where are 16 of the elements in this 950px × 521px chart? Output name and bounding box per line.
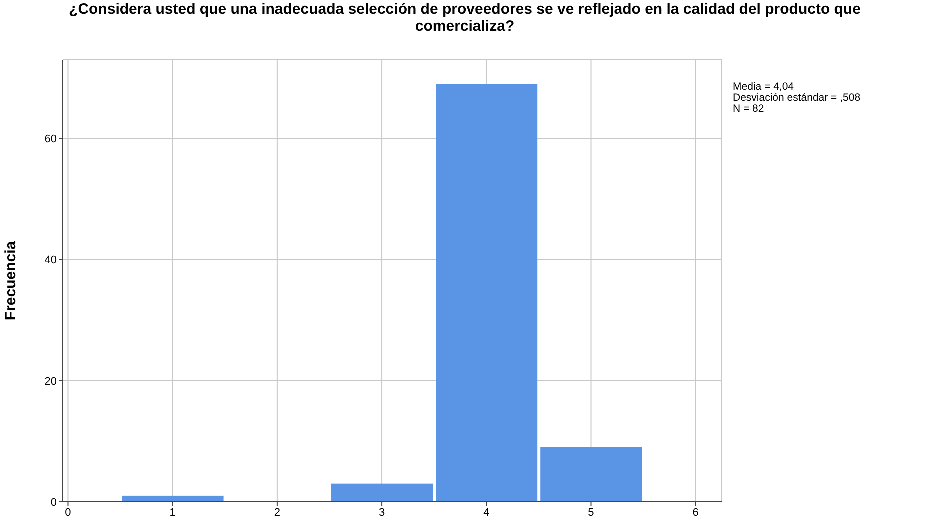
x-tick-label: 6 — [692, 506, 699, 519]
x-tick-label: 3 — [378, 506, 386, 519]
x-tick-label: 1 — [170, 506, 176, 519]
y-axis-title: Frecuencia — [2, 240, 20, 321]
x-tick-label: 0 — [65, 506, 72, 519]
text: N = 82 — [733, 103, 766, 115]
y-tick-label: 40 — [44, 254, 57, 267]
x-tick-label: 2 — [274, 506, 280, 519]
y-tick-label: 0 — [50, 496, 57, 509]
y-tick-label: 60 — [44, 134, 57, 146]
y-tick-label: 20 — [44, 376, 57, 388]
text: Media = 4,04 — [733, 81, 796, 93]
x-tick-label: 4 — [484, 506, 490, 519]
text: Desviación estándar = ,508 — [733, 92, 861, 104]
x-tick-label: 5 — [588, 506, 594, 519]
chart-title: ¿Considera usted que una inadecuada selección de proveedores se ve reflejado en la calidad del producto que comercializa? — [68, 1, 862, 35]
